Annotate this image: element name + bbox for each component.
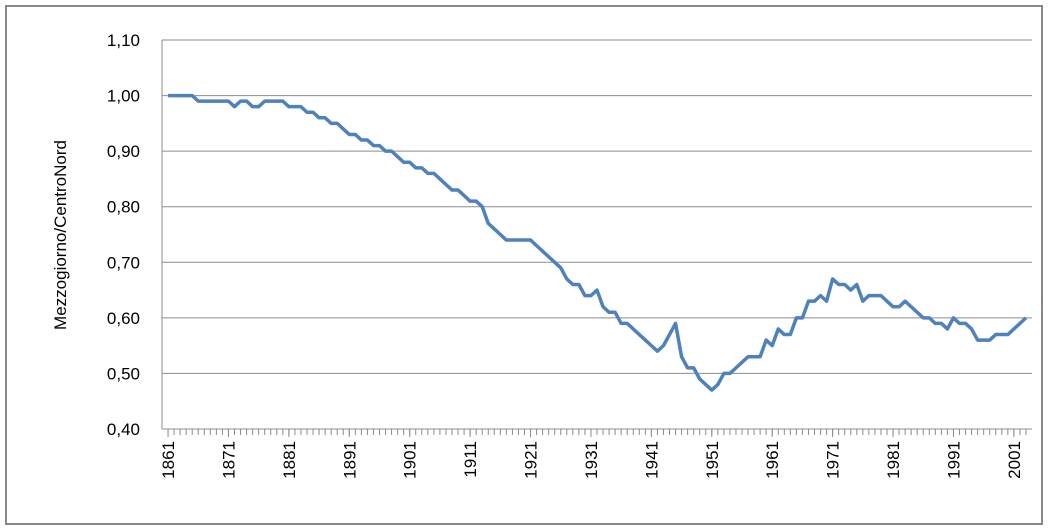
x-tick-label: 1931 — [582, 441, 601, 479]
y-tick-label: 1,10 — [107, 31, 140, 50]
x-tick-label: 1911 — [461, 441, 480, 478]
data-line — [168, 93, 1028, 392]
x-tick-label: 1891 — [340, 441, 359, 479]
chart-frame — [5, 5, 1043, 525]
x-tick-label: 1981 — [884, 441, 903, 479]
y-tick-label: 1,00 — [107, 87, 140, 106]
x-tick-label: 1971 — [824, 441, 843, 479]
y-tick-label: 0,60 — [107, 309, 140, 328]
x-tick-label: 1881 — [280, 441, 299, 479]
y-axis-label: Mezzogiorno/CentroNord — [51, 140, 70, 330]
y-tick-label: 0,80 — [107, 198, 140, 217]
x-tick-label: 1871 — [219, 441, 238, 479]
y-tick-label: 0,40 — [107, 420, 140, 439]
x-tick-label: 1921 — [522, 441, 541, 479]
x-tick-label: 1861 — [159, 441, 178, 479]
x-tick-label: 2001 — [1005, 441, 1024, 479]
x-tick-label: 1991 — [944, 441, 963, 479]
y-tick-label: 0,90 — [107, 142, 140, 161]
y-tick-label: 0,70 — [107, 253, 140, 272]
x-tick-label: 1901 — [401, 441, 420, 479]
x-tick-label: 1951 — [703, 441, 722, 479]
x-tick-label: 1941 — [642, 441, 661, 479]
x-tick-label: 1961 — [763, 441, 782, 479]
y-tick-label: 0,50 — [107, 364, 140, 383]
